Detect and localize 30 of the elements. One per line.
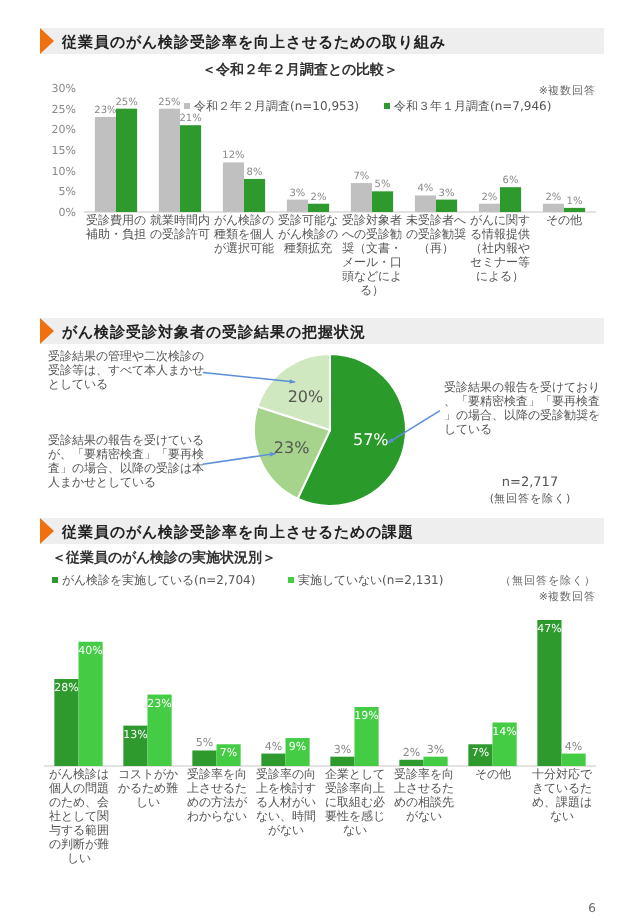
- bar: [414, 195, 436, 212]
- bar: [116, 108, 138, 212]
- bar: [372, 191, 394, 212]
- bar: [561, 753, 586, 766]
- bar: [158, 108, 180, 212]
- bar: [500, 187, 522, 212]
- data-label: 57%: [353, 431, 390, 450]
- bar: [78, 641, 103, 766]
- bar: [537, 620, 562, 766]
- bar: [423, 756, 448, 766]
- bar: [147, 694, 172, 766]
- bar: [222, 162, 244, 212]
- bar: [542, 203, 564, 212]
- bar: [123, 725, 148, 766]
- bar: [244, 178, 266, 212]
- bar: [436, 199, 458, 212]
- bar: [330, 756, 355, 766]
- bar: [399, 759, 424, 766]
- bar: [54, 679, 79, 766]
- bar: [192, 750, 217, 766]
- bar: [478, 203, 500, 212]
- data-label: 23%: [273, 438, 311, 457]
- bar: [350, 183, 372, 212]
- bar: [354, 706, 379, 766]
- bar: [261, 753, 286, 766]
- bar: [286, 199, 308, 212]
- bar: [94, 116, 116, 212]
- bar: [180, 125, 202, 212]
- data-label: 20%: [287, 388, 325, 407]
- bar: [308, 203, 330, 212]
